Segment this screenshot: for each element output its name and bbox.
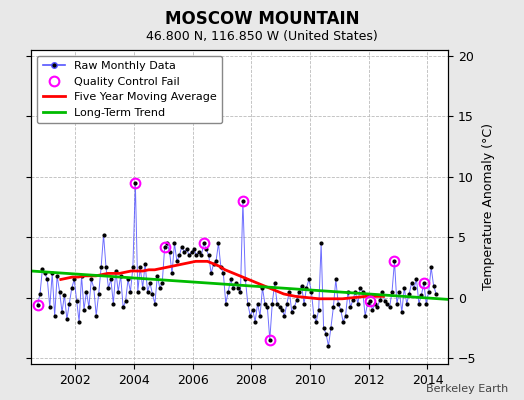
Y-axis label: Temperature Anomaly (°C): Temperature Anomaly (°C) bbox=[482, 124, 495, 290]
Text: MOSCOW MOUNTAIN: MOSCOW MOUNTAIN bbox=[165, 10, 359, 28]
Legend: Raw Monthly Data, Quality Control Fail, Five Year Moving Average, Long-Term Tren: Raw Monthly Data, Quality Control Fail, … bbox=[37, 56, 222, 123]
Text: Berkeley Earth: Berkeley Earth bbox=[426, 384, 508, 394]
Text: 46.800 N, 116.850 W (United States): 46.800 N, 116.850 W (United States) bbox=[146, 30, 378, 43]
